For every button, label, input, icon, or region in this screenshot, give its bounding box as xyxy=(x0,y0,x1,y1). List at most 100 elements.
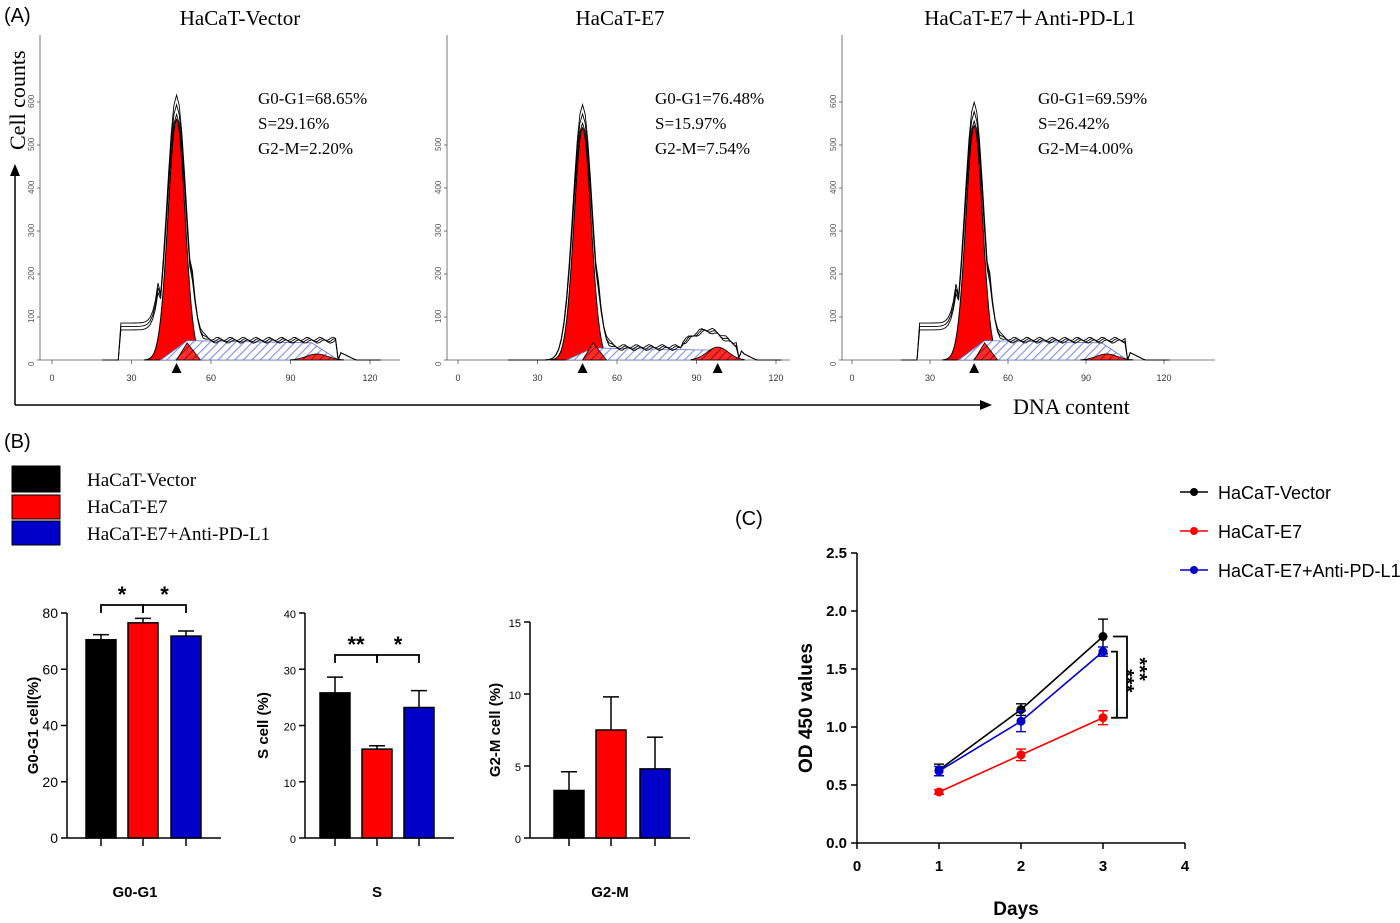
histogram-stat-line: S=26.42% xyxy=(1038,114,1109,133)
histogram-envelope xyxy=(508,102,782,361)
bar-y-tick-label: 0 xyxy=(50,830,58,846)
bar-y-tick-label: 10 xyxy=(284,778,296,790)
histogram-x-tick-label: 0 xyxy=(49,373,54,383)
series-point xyxy=(1016,705,1026,715)
g1-shoulder xyxy=(973,342,999,361)
histogram-stat-line: G0-G1=69.59% xyxy=(1038,89,1147,108)
histogram-y-tick-label: 400 xyxy=(434,180,443,194)
significance-marker: * xyxy=(160,582,169,607)
panel-b: (B) HaCaT-Vector HaCaT-E7 HaCaT-E7+Anti-… xyxy=(4,431,690,901)
histogram-envelope xyxy=(901,109,1170,361)
histogram-y-tick-label: 300 xyxy=(434,223,443,237)
legend-swatch-anti xyxy=(11,520,61,546)
histogram-x-tick-label: 90 xyxy=(1081,373,1091,383)
s-phase-band xyxy=(159,340,340,361)
bar xyxy=(403,706,435,839)
series-point xyxy=(1098,632,1108,642)
bar-chart-g0g1: 0 20 40 60 80 G0-G1 cell(%) G0-G1 * * xyxy=(25,582,221,901)
histogram-y-tick-label: 200 xyxy=(434,266,443,280)
histogram-envelope xyxy=(901,119,1170,361)
series-point xyxy=(1016,750,1026,760)
line-chart-od450: 0.0 0.5 1.0 1.5 2.0 2.5 0 1 2 3 4 OD 450 values Days… xyxy=(796,483,1400,920)
legend-swatch-vector xyxy=(11,465,61,493)
legend-swatch-e7 xyxy=(11,494,61,520)
significance-bracket xyxy=(376,654,420,663)
bar-y-tick-label: 0 xyxy=(515,834,521,846)
g2-peak xyxy=(1080,353,1134,361)
bar-y-tick-label: 60 xyxy=(42,661,58,677)
histogram-y-tick-label: 200 xyxy=(27,266,36,280)
histogram-envelope xyxy=(102,103,381,361)
significance-bracket xyxy=(1111,650,1118,719)
series-point xyxy=(934,787,944,797)
legend-marker xyxy=(1190,488,1198,496)
histogram-y-tick-label: 300 xyxy=(27,223,36,237)
series-point xyxy=(1016,716,1026,726)
histogram-stat-line: S=29.16% xyxy=(258,114,329,133)
histogram-y-tick-label: 500 xyxy=(829,137,838,151)
bar xyxy=(639,768,671,839)
histogram-y-tick-label: 0 xyxy=(434,361,443,366)
bar xyxy=(127,622,159,839)
bar xyxy=(170,635,202,839)
line-x-tick-label: 0 xyxy=(853,858,861,875)
bar-y-tick-label: 20 xyxy=(42,774,58,790)
significance-marker: *** xyxy=(1115,669,1137,693)
line-x-tick-label: 3 xyxy=(1099,858,1107,875)
histogram-x-tick-label: 120 xyxy=(362,373,377,383)
series-point xyxy=(934,766,944,776)
legend-label: HaCaT-E7 xyxy=(1218,522,1302,542)
histogram-y-tick-label: 0 xyxy=(27,361,36,366)
bar-y-tick-label: 40 xyxy=(284,609,296,621)
bar-y-axis-label: G0-G1 cell(%) xyxy=(25,677,42,775)
series-point xyxy=(1098,647,1108,657)
histogram-y-tick-label: 100 xyxy=(829,309,838,323)
panel-a: (A) Cell counts DNA content HaCaT-Vector… xyxy=(4,5,1215,419)
bar xyxy=(319,692,351,839)
g2-peak xyxy=(290,353,344,361)
histogram-stat-line: G2-M=2.20% xyxy=(258,139,353,158)
line-y-tick-label: 2.5 xyxy=(826,545,847,562)
histogram-y-tick-label: 200 xyxy=(829,266,838,280)
legend-label-vector: HaCaT-Vector xyxy=(87,470,197,491)
bar-y-tick-label: 20 xyxy=(284,722,296,734)
histogram-y-tick-label: 600 xyxy=(829,94,838,108)
bar-y-tick-label: 30 xyxy=(284,665,296,677)
bar-y-tick-label: 40 xyxy=(42,718,58,734)
histogram-title: HaCaT-Vector xyxy=(180,6,301,30)
histogram-e7-anti-pd-l1: HaCaT-E7＋Anti-PD-L1 0 100 200 300 400 500 600 0 3… xyxy=(829,6,1215,383)
line-y-axis-label: OD 450 values xyxy=(796,643,817,773)
histogram-y-tick-label: 400 xyxy=(27,180,36,194)
panel-a-label: (A) xyxy=(4,5,31,27)
histogram-x-tick-label: 60 xyxy=(612,373,622,383)
peak-marker xyxy=(712,363,723,373)
histogram-stat-line: G2-M=7.54% xyxy=(655,139,750,158)
histogram-x-tick-label: 120 xyxy=(768,373,783,383)
histogram-stat-line: G2-M=4.00% xyxy=(1038,139,1133,158)
significance-marker: * xyxy=(118,582,127,607)
legend-label-e7: HaCaT-E7 xyxy=(87,497,168,518)
peak-marker xyxy=(969,363,980,373)
histogram-y-tick-label: 500 xyxy=(27,137,36,151)
line-x-axis-label: Days xyxy=(993,899,1038,920)
panel-c-label: (C) xyxy=(735,508,763,530)
histogram-stat-line: S=15.97% xyxy=(655,114,726,133)
bar-y-tick-label: 10 xyxy=(509,690,521,702)
line-y-tick-label: 1.0 xyxy=(826,719,847,736)
panel-b-label: (B) xyxy=(4,431,31,453)
histogram-stat-line: G0-G1=76.48% xyxy=(655,89,764,108)
g1-shoulder xyxy=(175,342,202,361)
panel-c: (C) 0.0 0.5 1.0 1.5 2.0 2.5 0 1 2 3 4 OD 450 values… xyxy=(735,483,1400,920)
histogram-envelope xyxy=(102,93,381,361)
histogram-x-tick-label: 120 xyxy=(1156,373,1171,383)
bar xyxy=(361,748,393,839)
bar-chart-g2m: 0 5 10 15 G2-M cell (%) G2-M xyxy=(487,618,690,901)
significance-marker: * xyxy=(394,632,403,657)
bar-y-axis-label: S cell (%) xyxy=(255,692,272,759)
histogram-y-tick-label: 100 xyxy=(27,309,36,323)
histogram-x-tick-label: 30 xyxy=(126,373,136,383)
histogram-y-tick-label: 400 xyxy=(829,180,838,194)
significance-marker: ** xyxy=(347,632,365,657)
histogram-y-tick-label: 0 xyxy=(829,361,838,366)
